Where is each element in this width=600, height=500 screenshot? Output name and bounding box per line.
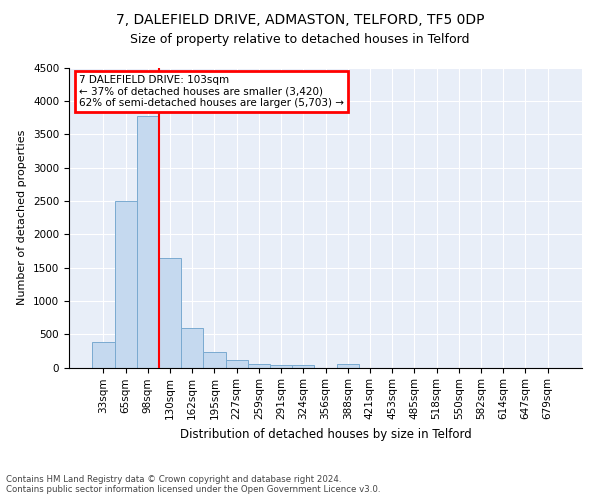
Text: Contains HM Land Registry data © Crown copyright and database right 2024.: Contains HM Land Registry data © Crown c… <box>6 475 341 484</box>
Bar <box>226 360 248 368</box>
Text: Contains public sector information licensed under the Open Government Licence v3: Contains public sector information licen… <box>6 485 380 494</box>
Bar <box>292 364 314 368</box>
Bar <box>337 364 359 368</box>
Bar <box>248 364 270 368</box>
X-axis label: Distribution of detached houses by size in Telford: Distribution of detached houses by size … <box>179 428 472 440</box>
Bar <box>181 328 203 368</box>
Bar <box>115 201 137 368</box>
Text: 7, DALEFIELD DRIVE, ADMASTON, TELFORD, TF5 0DP: 7, DALEFIELD DRIVE, ADMASTON, TELFORD, T… <box>116 12 484 26</box>
Text: 7 DALEFIELD DRIVE: 103sqm
← 37% of detached houses are smaller (3,420)
62% of se: 7 DALEFIELD DRIVE: 103sqm ← 37% of detac… <box>79 75 344 108</box>
Bar <box>137 116 159 368</box>
Text: Size of property relative to detached houses in Telford: Size of property relative to detached ho… <box>130 32 470 46</box>
Bar <box>92 342 115 367</box>
Bar <box>159 258 181 368</box>
Y-axis label: Number of detached properties: Number of detached properties <box>17 130 28 305</box>
Bar <box>203 352 226 368</box>
Bar <box>270 364 292 368</box>
